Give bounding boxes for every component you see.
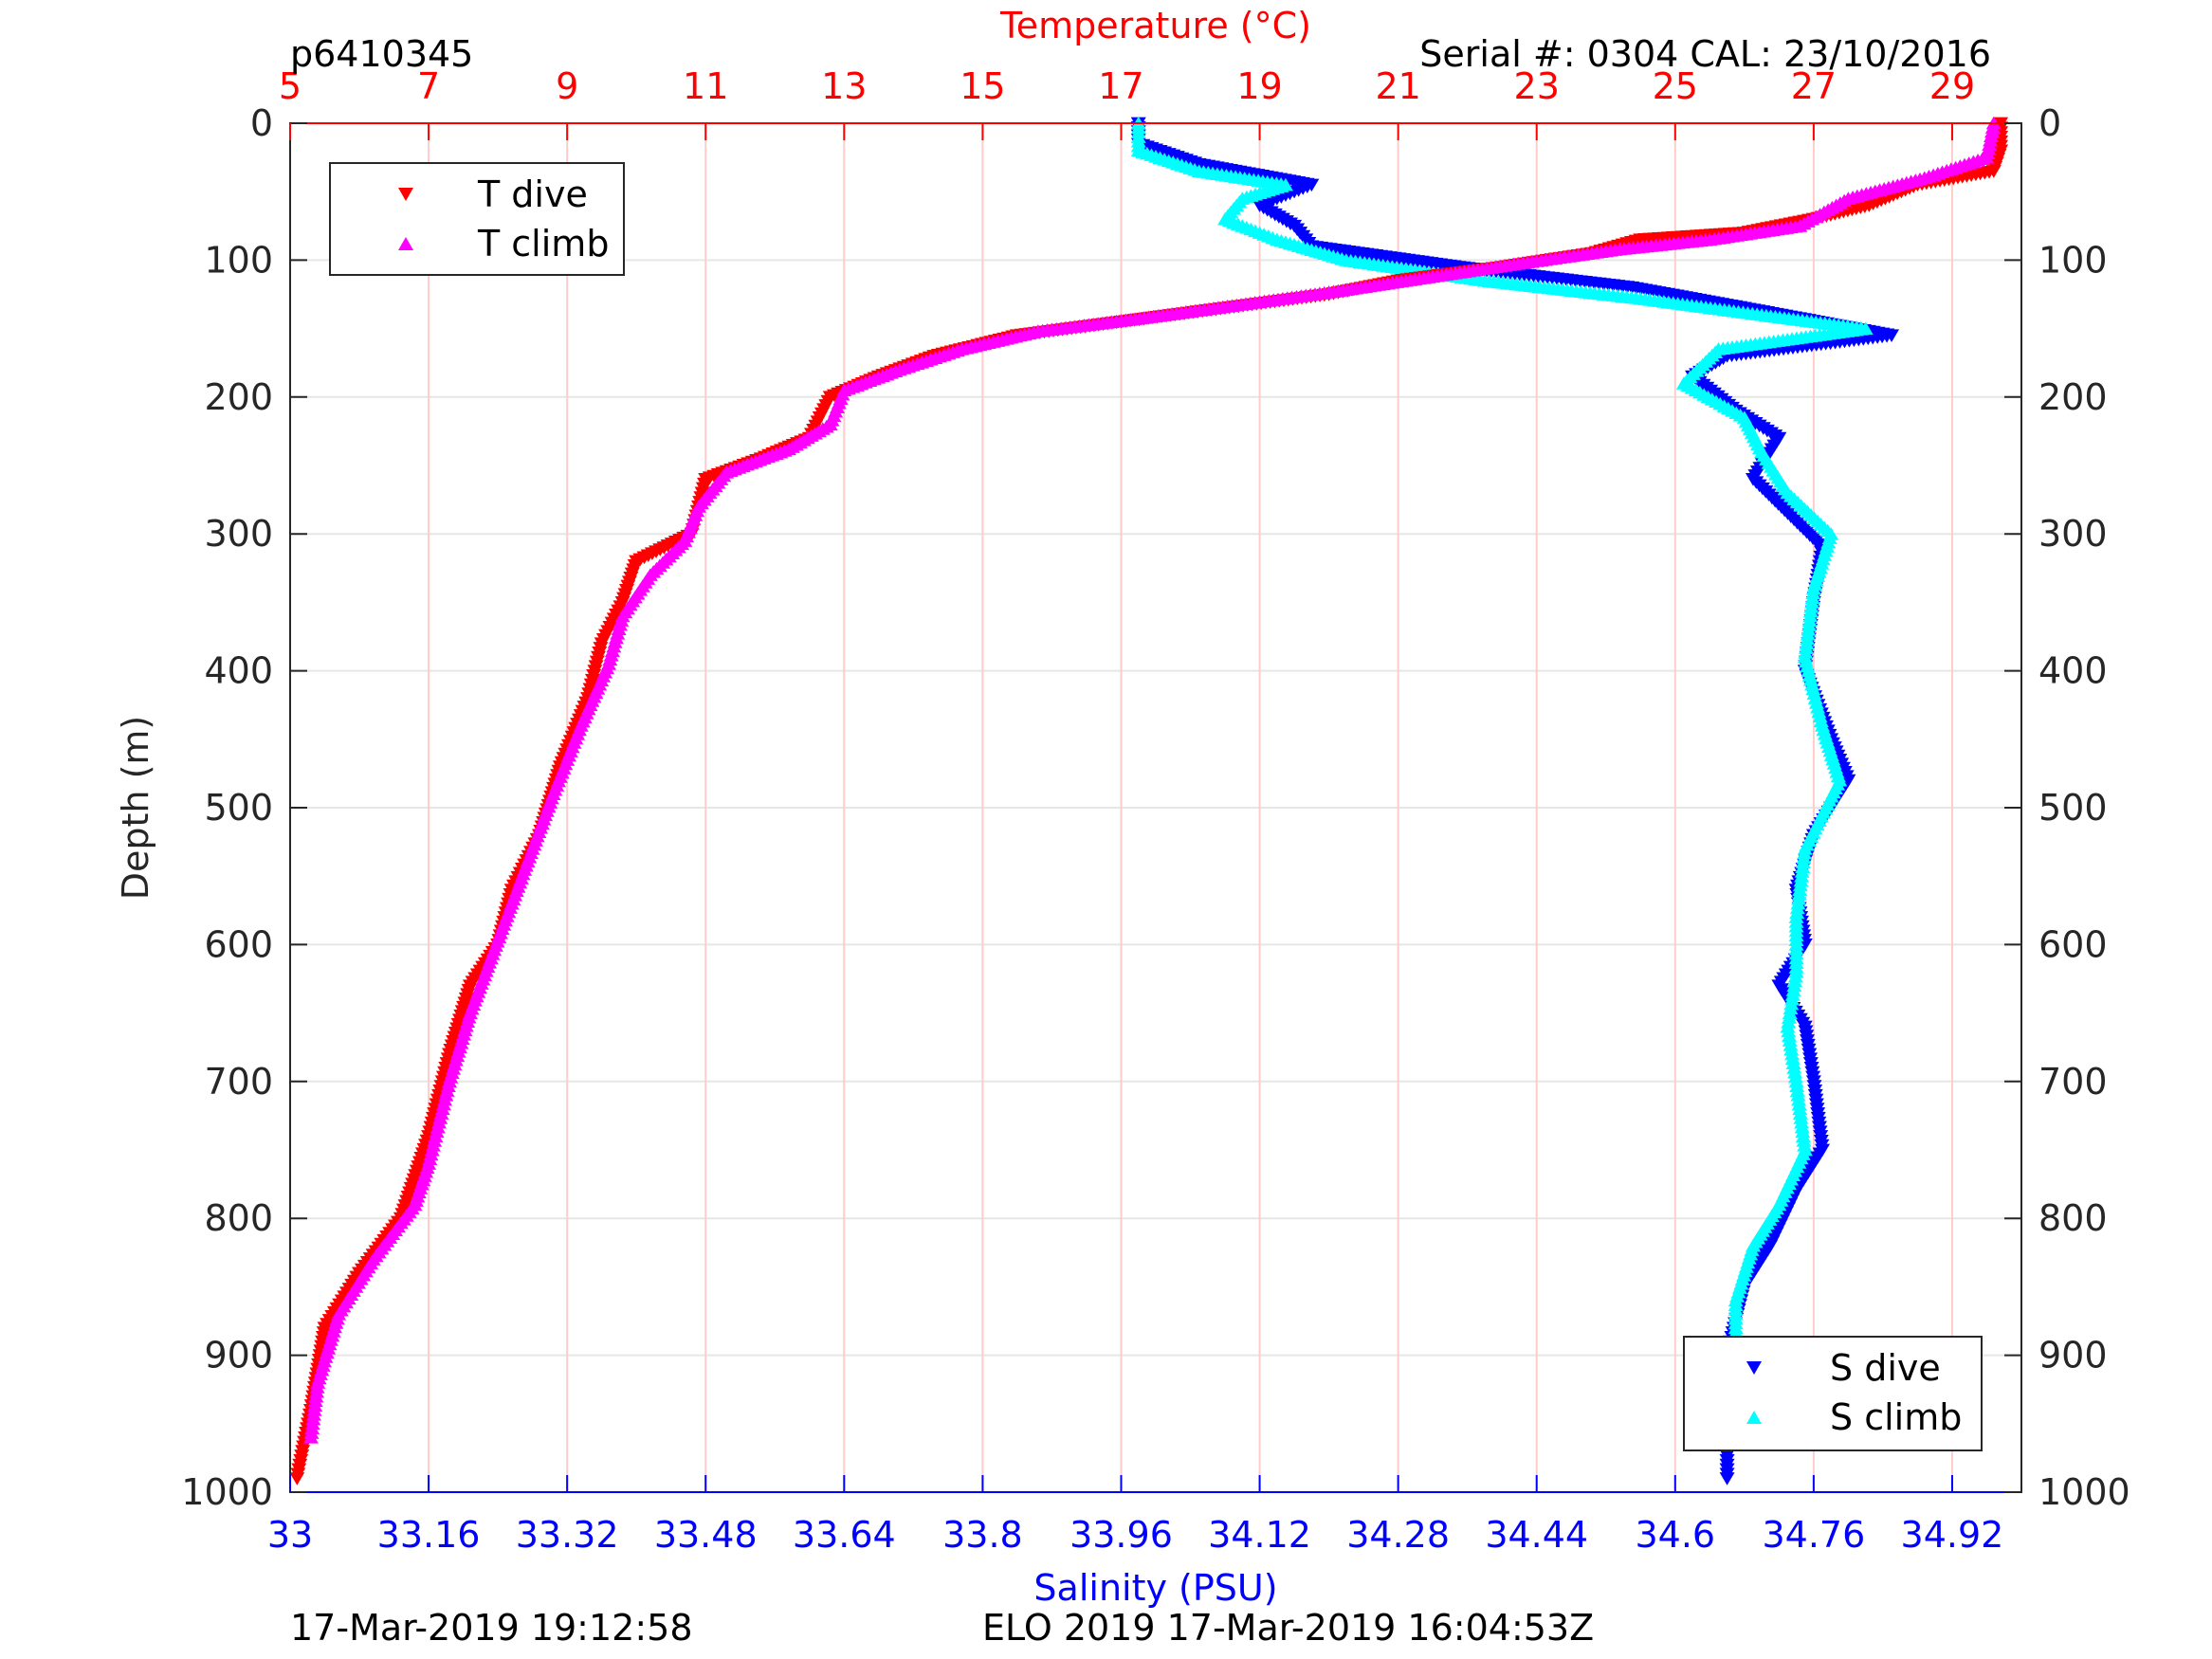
temperature-axis-label: Temperature (°C) bbox=[999, 5, 1311, 46]
temperature-tick-label: 7 bbox=[417, 65, 440, 107]
depth-tick-label-right: 1000 bbox=[2038, 1471, 2130, 1513]
depth-tick-label-right: 200 bbox=[2038, 376, 2108, 418]
legend-s-dive-label: S dive bbox=[1830, 1347, 1941, 1389]
legend-salinity: S dive S climb bbox=[1683, 1336, 1983, 1451]
depth-tick-label-left: 800 bbox=[204, 1197, 273, 1239]
data-point bbox=[289, 1472, 305, 1486]
temperature-tick-label: 15 bbox=[960, 65, 1005, 107]
depth-tick-label-left: 900 bbox=[204, 1335, 273, 1376]
depth-tick-label-right: 800 bbox=[2038, 1197, 2108, 1239]
depth-tick-label-left: 0 bbox=[250, 102, 273, 144]
legend-s-dive-marker bbox=[1746, 1361, 1762, 1375]
temperature-tick-label: 19 bbox=[1236, 65, 1282, 107]
depth-tick-label-left: 400 bbox=[204, 650, 273, 692]
depth-tick-label-right: 100 bbox=[2038, 239, 2108, 281]
legend-temperature-box bbox=[329, 162, 625, 276]
depth-tick-label-left: 1000 bbox=[181, 1471, 273, 1513]
temperature-tick-label: 29 bbox=[1929, 65, 1975, 107]
salinity-tick-label: 33 bbox=[267, 1514, 313, 1556]
depth-tick-label-left: 100 bbox=[204, 239, 273, 281]
temperature-tick-label: 27 bbox=[1791, 65, 1837, 107]
depth-tick-label-right: 400 bbox=[2038, 650, 2108, 692]
temperature-tick-label: 13 bbox=[821, 65, 867, 107]
temperature-tick-label: 11 bbox=[683, 65, 728, 107]
legend-t-climb-marker bbox=[398, 237, 413, 250]
temperature-tick-label: 17 bbox=[1098, 65, 1143, 107]
salinity-tick-label: 33.64 bbox=[793, 1514, 896, 1556]
series-s-climb bbox=[1130, 116, 1874, 1444]
series-t-climb bbox=[302, 116, 2002, 1444]
salinity-tick-label: 34.92 bbox=[1901, 1514, 2004, 1556]
salinity-tick-label: 34.28 bbox=[1346, 1514, 1450, 1556]
depth-tick-label-left: 200 bbox=[204, 376, 273, 418]
depth-tick-label-right: 900 bbox=[2038, 1335, 2108, 1376]
salinity-tick-label: 33.96 bbox=[1069, 1514, 1173, 1556]
serial-cal: Serial #: 0304 CAL: 23/10/2016 bbox=[1419, 33, 1991, 75]
temperature-tick-label: 5 bbox=[279, 65, 302, 107]
temperature-tick-label: 21 bbox=[1375, 65, 1420, 107]
legend-salinity-box bbox=[1683, 1336, 1983, 1451]
footer-timestamp: 17-Mar-2019 19:12:58 bbox=[290, 1607, 693, 1649]
depth-axis-label: Depth (m) bbox=[115, 716, 156, 901]
salinity-axis-label: Salinity (PSU) bbox=[1033, 1567, 1277, 1609]
temperature-tick-label: 23 bbox=[1514, 65, 1560, 107]
depth-tick-label-left: 300 bbox=[204, 513, 273, 555]
axis-ticks bbox=[289, 122, 2021, 1493]
depth-tick-label-right: 500 bbox=[2038, 787, 2108, 829]
depth-tick-label-left: 700 bbox=[204, 1061, 273, 1103]
data-point bbox=[302, 1431, 319, 1444]
data-points bbox=[289, 116, 2009, 1486]
salinity-tick-label: 34.44 bbox=[1485, 1514, 1588, 1556]
profile-id: p6410345 bbox=[290, 33, 473, 75]
salinity-tick-label: 33.48 bbox=[654, 1514, 758, 1556]
legend-temperature: T dive T climb bbox=[329, 162, 625, 276]
salinity-tick-label: 33.32 bbox=[516, 1514, 619, 1556]
temperature-tick-label: 25 bbox=[1653, 65, 1698, 107]
depth-tick-label-right: 300 bbox=[2038, 513, 2108, 555]
salinity-tick-label: 34.6 bbox=[1635, 1514, 1715, 1556]
depth-tick-label-left: 500 bbox=[204, 787, 273, 829]
legend-s-climb-label: S climb bbox=[1830, 1396, 1962, 1438]
depth-tick-label-left: 600 bbox=[204, 923, 273, 965]
axis-tick-labels: 0 0 100 100 200 200 300 300 400 400 500 500 600 600 70… bbox=[181, 65, 2130, 1556]
legend-t-dive-marker bbox=[398, 188, 413, 201]
salinity-tick-label: 34.12 bbox=[1208, 1514, 1311, 1556]
depth-tick-label-right: 600 bbox=[2038, 923, 2108, 965]
salinity-tick-label: 33.8 bbox=[942, 1514, 1023, 1556]
temperature-tick-label: 9 bbox=[556, 65, 578, 107]
footer-mission: ELO 2019 17-Mar-2019 16:04:53Z bbox=[982, 1607, 1594, 1649]
legend-t-climb-label: T climb bbox=[477, 223, 609, 264]
depth-tick-label-right: 0 bbox=[2038, 102, 2061, 144]
legend-t-dive-label: T dive bbox=[477, 173, 588, 215]
legend-s-climb-marker bbox=[1746, 1411, 1762, 1424]
depth-tick-label-right: 700 bbox=[2038, 1061, 2108, 1103]
salinity-tick-label: 33.16 bbox=[377, 1514, 481, 1556]
data-point bbox=[1719, 1472, 1735, 1486]
salinity-tick-label: 34.76 bbox=[1762, 1514, 1865, 1556]
